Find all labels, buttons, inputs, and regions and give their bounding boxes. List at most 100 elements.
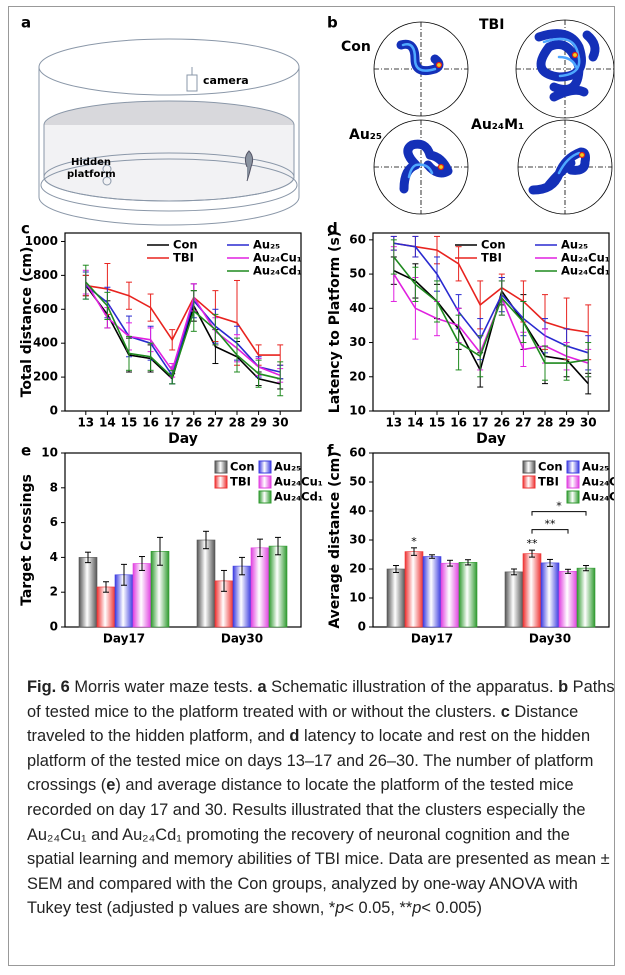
x-tick-label: 16: [450, 416, 467, 430]
caption-run: Paths of tested mice to the platform tre…: [27, 678, 615, 721]
legend-label: TBI: [173, 251, 194, 265]
caption-run: < 0.05, **: [344, 899, 413, 918]
x-tick-label: 27: [515, 416, 532, 430]
caption-run: d: [289, 727, 300, 746]
x-tick-label: 14: [407, 416, 424, 430]
caption-run: Schematic illustration of the apparatus.: [266, 678, 559, 696]
legend-swatch: [566, 475, 580, 489]
legend-label: TBI: [230, 475, 251, 489]
y-tick-label: 0: [50, 620, 58, 634]
caption-run: p: [335, 899, 345, 918]
y-tick-label: 0: [358, 620, 366, 634]
x-tick-label: 29: [558, 416, 575, 430]
bar: [132, 563, 152, 628]
error-bar: [139, 556, 145, 571]
y-tick-label: 4: [50, 550, 58, 564]
panel-label: d: [327, 220, 338, 238]
legend-label: TBI: [481, 251, 502, 265]
x-axis-label: Day: [476, 431, 506, 447]
y-tick-label: 200: [33, 370, 58, 384]
y-tick-label: 40: [349, 301, 366, 315]
legend-label: Au₂₄Cu₁: [582, 475, 614, 489]
caption: Fig. 6 Morris water maze tests. a Schema…: [27, 675, 617, 921]
y-tick-label: 6: [50, 515, 58, 529]
y-tick-label: 0: [50, 404, 58, 418]
schematic-label: platform: [67, 169, 116, 180]
legend-label: Au₂₅: [561, 238, 588, 252]
y-tick-label: 50: [349, 475, 366, 489]
y-tick-label: 10: [349, 404, 366, 418]
y-tick-label: 400: [33, 336, 58, 350]
caption-run: e: [106, 776, 116, 795]
bar: [404, 551, 424, 628]
bar: [576, 567, 596, 628]
panel-label: e: [21, 442, 31, 460]
x-tick-label: 26: [185, 416, 202, 430]
caption-run: c: [500, 702, 510, 721]
y-axis-label: Target Crossings: [19, 474, 35, 606]
y-tick-label: 800: [33, 268, 58, 282]
schematic-label: Hidden: [71, 157, 111, 168]
x-tick-label: 13: [385, 416, 402, 430]
series-line: [393, 269, 589, 385]
x-axis-label: Day: [168, 431, 198, 447]
legend-label: Au₂₄Cu₁: [253, 251, 302, 265]
y-tick-label: 60: [349, 232, 366, 246]
x-tick-label: 27: [207, 416, 224, 430]
plot-frame: [64, 232, 302, 412]
caption-run: Distance traveled to the hidden platform…: [27, 702, 579, 746]
legend-label: Au₂₅: [582, 460, 609, 474]
legend-swatch: [258, 490, 272, 504]
caption-run: Fig. 6: [27, 678, 70, 696]
error-bar: [583, 565, 589, 572]
legend-swatch: [258, 475, 272, 489]
error-bar: [221, 569, 227, 592]
error-bar: [239, 556, 245, 576]
error-bar: [103, 581, 109, 593]
error-bar: [511, 568, 517, 576]
legend-swatch: [214, 460, 228, 474]
x-tick-label: 15: [429, 416, 446, 430]
error-bar: [157, 536, 163, 566]
x-tick-label: 29: [250, 416, 267, 430]
significance-mark: *: [411, 535, 417, 548]
legend-swatch: [566, 490, 580, 504]
panel-label: a: [21, 14, 31, 32]
legend-swatch: [522, 475, 536, 489]
y-axis-label: Total distance (cm): [19, 247, 35, 398]
series-line: [85, 284, 281, 378]
legend-label: Au₂₄Cd₁: [561, 264, 610, 278]
x-tick-label: 15: [121, 416, 138, 430]
y-axis-label: Latency to Platform (s): [327, 231, 343, 413]
error-bar: [565, 568, 571, 574]
x-tick-label: Day17: [411, 632, 453, 646]
error-bar: [547, 558, 553, 567]
y-tick-label: 20: [349, 369, 366, 383]
legend-swatch: [566, 460, 580, 474]
error-bar: [203, 530, 209, 550]
bar: [504, 571, 524, 628]
legend-label: Au₂₅: [274, 460, 301, 474]
legend-label: Con: [230, 460, 255, 474]
error-bar: [429, 554, 435, 559]
legend-swatch: [522, 460, 536, 474]
figure: a b c d e f camera Hidden platform: [8, 6, 615, 966]
caption-run: ) and average distance to locate the pla…: [27, 776, 610, 918]
path-plots: [373, 19, 614, 215]
panel-label: b: [327, 14, 338, 32]
x-tick-label: 17: [472, 416, 489, 430]
error-bar: [447, 559, 453, 567]
panel-label: c: [21, 220, 30, 238]
significance-mark: **: [527, 537, 539, 550]
caption-run: Morris water maze tests.: [69, 678, 258, 696]
x-tick-label: 30: [272, 416, 289, 430]
path-label: TBI: [479, 17, 504, 33]
legend-label: Au₂₅: [253, 238, 280, 252]
plot-frame: [372, 232, 610, 412]
x-tick-label: 30: [580, 416, 597, 430]
y-axis-label: Average distance (cm): [327, 451, 343, 628]
caption-run: a: [257, 678, 267, 696]
x-tick-label: 17: [164, 416, 181, 430]
y-tick-label: 60: [349, 446, 366, 460]
x-tick-label: Day30: [529, 632, 571, 646]
